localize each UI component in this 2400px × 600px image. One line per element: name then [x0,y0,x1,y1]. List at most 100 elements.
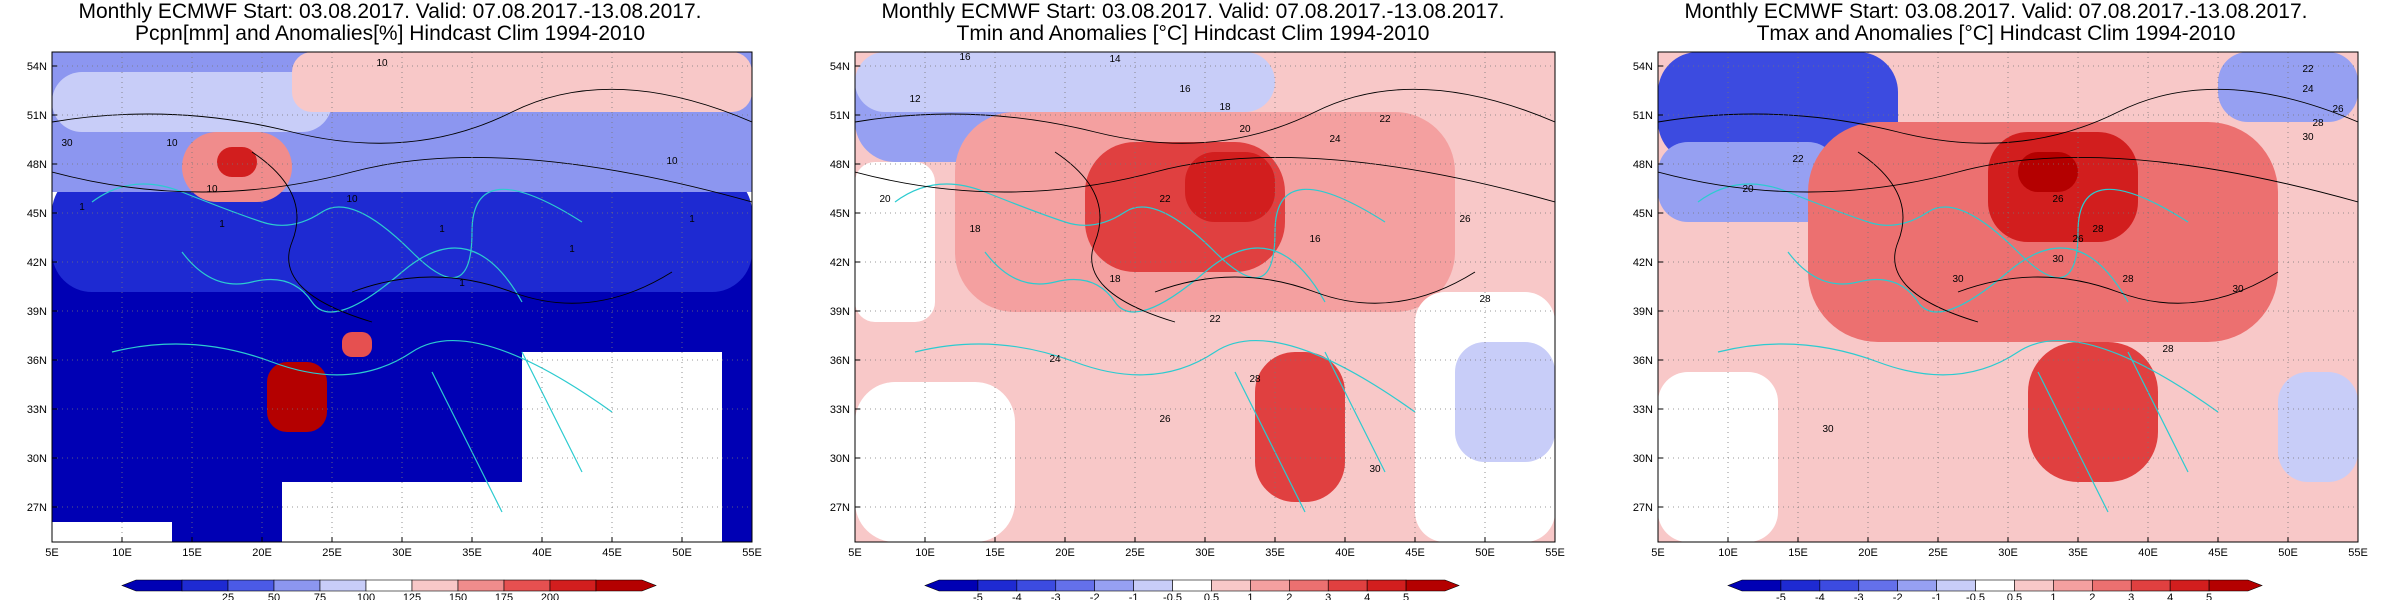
lat-tick-label: 39N [27,306,47,318]
contour-label: 20 [1239,124,1251,135]
contour-label: 24 [2302,84,2314,95]
colorbar-tick-label: -0.5 [1966,592,1985,600]
colorbar-segment [1975,579,2015,592]
contour-label: 1 [219,219,225,230]
colorbar-segment [2130,579,2171,592]
colorbar-tick-label: 4 [2167,592,2173,600]
colorbar-segment [2053,579,2093,592]
contour-label: 1 [79,202,85,213]
lon-tick-label: 25E [322,547,342,559]
colorbar-tick-label: -4 [1012,592,1022,600]
colorbar-tick-label: -3 [1854,592,1864,600]
contour-label: 10 [376,58,388,69]
contour-label: 30 [1952,274,1964,285]
anomaly-shading [217,147,257,177]
contour-label: 30 [2302,132,2314,143]
colorbar-segment [1094,579,1134,592]
colorbar-tick-label: -0.5 [1163,592,1182,600]
lat-tick-label: 36N [1633,355,1653,367]
colorbar-segment [319,579,367,592]
colorbar-segment [457,579,505,592]
colorbar-tick-label: -2 [1893,592,1903,600]
colorbar-tick-label: 50 [268,592,280,600]
colorbar-segment [503,579,551,592]
lat-tick-label: 48N [27,159,47,171]
panel-title-line1: Monthly ECMWF Start: 03.08.2017. Valid: … [881,0,1505,23]
colorbar-tick-label: 3 [1325,592,1331,600]
lon-tick-label: 5E [45,547,58,559]
lat-tick-label: 36N [830,355,850,367]
lon-tick-label: 10E [1718,547,1738,559]
lon-tick-label: 20E [1858,547,1878,559]
contour-label: 28 [2162,344,2174,355]
colorbar-segment [1172,579,1212,592]
panel-title-line2: Tmin and Anomalies [°C] Hindcast Clim 19… [956,22,1430,45]
contour-label: 16 [959,52,971,63]
anomaly-shading [522,352,722,542]
contour-label: 12 [909,94,921,105]
colorbar-tick-label: 2 [2089,592,2095,600]
contour-label: 16 [1309,234,1321,245]
lon-tick-label: 50E [672,547,692,559]
colorbar-segment [1727,579,1782,592]
lat-tick-label: 45N [1633,208,1653,220]
lon-tick-label: 50E [2278,547,2298,559]
map-plot-area: 22 24 26 28 30 22 20 26 28 30 26 30 28 28 30 30 [1658,52,2358,542]
lat-tick-label: 39N [830,306,850,318]
colorbar: 25 50 75 100 125 150 175 200 [121,579,657,600]
colorbar-tick-label: -1 [1932,592,1942,600]
panel-title-line1: Monthly ECMWF Start: 03.08.2017. Valid: … [78,0,702,23]
contour-label: 10 [166,138,178,149]
colorbar-tick-label: 2 [1286,592,1292,600]
map-plot-area: 10 10 30 10 10 1 1 1 1 10 1 1 [52,52,752,542]
lon-tick-label: 40E [2138,547,2158,559]
lon-tick-label: 55E [742,547,762,559]
colorbar-segment [549,579,597,592]
anomaly-shading [1658,142,1838,222]
lat-tick-label: 48N [830,159,850,171]
contour-label: 26 [2072,234,2084,245]
contour-label: 30 [2052,254,2064,265]
lon-tick-label: 35E [1265,547,1285,559]
lon-tick-label: 10E [915,547,935,559]
lon-tick-label: 5E [1651,547,1664,559]
colorbar-tick-label: 3 [2128,592,2134,600]
colorbar-segment [1819,579,1860,592]
lat-tick-label: 27N [27,502,47,514]
colorbar-tick-label: 5 [1403,592,1409,600]
lat-tick-label: 45N [27,208,47,220]
panel-tmin: Monthly ECMWF Start: 03.08.2017. Valid: … [813,0,1573,600]
contour-label: 28 [2122,274,2134,285]
lon-tick-label: 20E [252,547,272,559]
lon-tick-label: 30E [1998,547,2018,559]
colorbar-segment [977,579,1018,592]
lat-tick-label: 27N [830,502,850,514]
contour-label: 26 [1459,214,1471,225]
anomaly-shading [267,362,327,432]
colorbar-tick-label: 25 [222,592,234,600]
colorbar-segment [273,579,321,592]
anomaly-shading [855,162,935,322]
lat-tick-label: 42N [830,257,850,269]
contour-label: 22 [1209,314,1221,325]
colorbar-segment [1016,579,1057,592]
lat-tick-label: 33N [830,404,850,416]
lon-tick-label: 15E [1788,547,1808,559]
colorbar-tick-label: 200 [541,592,559,600]
lat-tick-label: 51N [27,110,47,122]
colorbar-tick-label: 150 [449,592,467,600]
lat-tick-label: 30N [27,453,47,465]
colorbar-segment [1858,579,1898,592]
colorbar-tick-label: 0.5 [1204,592,1219,600]
colorbar-segment [2092,579,2132,592]
anomaly-shading [2028,342,2158,482]
lon-tick-label: 30E [1195,547,1215,559]
colorbar-segment [1211,579,1251,592]
contour-label: 1 [689,214,695,225]
colorbar-segment [365,579,413,592]
colorbar-segment [924,579,979,592]
contour-label: 14 [1109,54,1121,65]
contour-label: 28 [1479,294,1491,305]
lat-tick-label: 54N [1633,61,1653,73]
